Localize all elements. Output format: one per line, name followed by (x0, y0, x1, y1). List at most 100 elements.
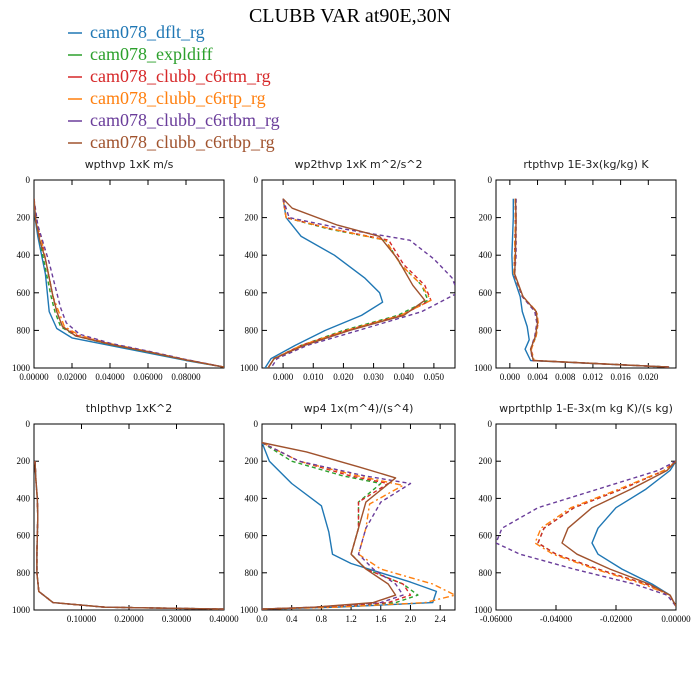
y-tick-label-2-5: 1000 (240, 363, 259, 373)
series-line-cam078_clubb_c6rtbp_rg (34, 198, 224, 368)
y-tick-label-5-1: 200 (245, 456, 259, 466)
x-tick-label-2-3: 0.030 (363, 372, 384, 382)
y-tick-label-6-5: 1000 (474, 605, 493, 615)
y-tick-label-2-4: 800 (245, 325, 259, 335)
series-line-cam078_clubb_c6rtbp_rg (514, 198, 670, 368)
x-tick-label-6-1: -0.04000 (540, 614, 573, 624)
x-tick-label-1-1: 0.02000 (57, 372, 87, 382)
series-line-cam078_clubb_c6rtbp_rg (561, 460, 676, 607)
plot-frame-6 (495, 423, 677, 611)
plot-frame-2 (261, 179, 456, 369)
y-tick-label-5-3: 600 (245, 531, 259, 541)
series-line-cam078_clubb_c6rtbm_rg (34, 461, 224, 610)
x-tick-label-2-0: 0.000 (273, 372, 294, 382)
series-group-3 (511, 198, 670, 368)
y-tick-label-1-5: 1000 (12, 363, 31, 373)
x-tick-label-5-5: 2.0 (405, 614, 417, 624)
panel-5: wp4 1x(m^4)/(s^4) 0.0 0.4 0.8 1.2 1.6 2.0 2.4 0 2… (240, 402, 456, 624)
series-line-cam078_clubb_c6rtbm_rg (34, 198, 224, 368)
series-group-1 (34, 198, 224, 368)
y-tick-label-3-5: 1000 (474, 363, 493, 373)
series-line-cam078_clubb_c6rtm_rg (34, 461, 224, 610)
y-tick-label-3-2: 400 (479, 250, 493, 260)
y-tick-label-6-1: 200 (479, 456, 493, 466)
series-line-cam078_clubb_c6rtm_rg (34, 198, 224, 368)
y-tick-label-4-1: 200 (17, 456, 31, 466)
y-tick-label-5-2: 400 (245, 493, 259, 503)
series-line-cam078_dflt_rg (262, 442, 438, 610)
series-line-cam078_clubb_c6rtp_rg (534, 460, 676, 607)
panel-title-5: wp4 1x(m^4)/(s^4) (304, 402, 414, 415)
series-line-cam078_clubb_c6rtp_rg (34, 198, 224, 368)
x-tick-label-5-3: 1.2 (345, 614, 356, 624)
y-tick-label-1-4: 800 (17, 325, 31, 335)
plot-frame-1 (33, 179, 225, 369)
x-tick-label-6-3: 0.00000 (661, 614, 691, 624)
series-line-cam078_clubb_c6rtbp_rg (34, 461, 224, 610)
y-tick-label-4-4: 800 (17, 568, 31, 578)
x-tick-label-4-3: 0.40000 (209, 614, 239, 624)
x-tick-label-3-2: 0.008 (555, 372, 576, 382)
series-group-4 (34, 461, 224, 610)
series-line-cam078_dflt_rg (34, 198, 224, 368)
y-tick-label-3-1: 200 (479, 213, 493, 223)
x-tick-label-5-4: 1.6 (375, 614, 387, 624)
legend-label-cam078_expldiff: cam078_expldiff (90, 44, 213, 64)
legend-label-cam078_clubb_c6rtbm_rg: cam078_clubb_c6rtbm_rg (90, 110, 280, 130)
series-line-cam078_expldiff (34, 461, 224, 610)
panels: wpthvp 1xK m/s0.00000 0.02000 0.04000 0.060… (12, 158, 691, 624)
x-tick-label-3-5: 0.020 (638, 372, 659, 382)
series-group-2 (264, 198, 455, 368)
panel-title-1: wpthvp 1xK m/s (85, 158, 174, 171)
y-tick-label-1-1: 200 (17, 213, 31, 223)
plot-frame-4 (33, 423, 225, 611)
y-tick-label-1-3: 600 (17, 288, 31, 298)
series-line-cam078_clubb_c6rtbp_rg (262, 441, 397, 610)
series-group-5 (262, 441, 455, 610)
x-tick-label-5-2: 0.8 (316, 614, 328, 624)
x-tick-label-6-0: -0.06000 (480, 614, 513, 624)
y-tick-label-4-2: 400 (17, 493, 31, 503)
x-tick-label-4-2: 0.30000 (162, 614, 192, 624)
series-line-cam078_clubb_c6rtm_rg (267, 198, 432, 368)
series-line-cam078_expldiff (34, 198, 224, 368)
y-tick-label-2-2: 400 (245, 250, 259, 260)
series-line-cam078_clubb_c6rtp_rg (34, 461, 224, 610)
legend-label-cam078_clubb_c6rtp_rg: cam078_clubb_c6rtp_rg (90, 88, 266, 108)
y-tick-label-2-0: 0 (254, 175, 259, 185)
y-tick-label-5-4: 800 (245, 568, 259, 578)
legend-label-cam078_dflt_rg: cam078_dflt_rg (90, 22, 205, 42)
panel-3: rtpthvp 1E-3x(kg/kg) K 0.000 0.004 0.008 0.0… (474, 158, 677, 382)
x-tick-label-2-4: 0.040 (394, 372, 415, 382)
y-tick-label-2-3: 600 (245, 288, 259, 298)
panel-2: wp2thvp 1xK m^2/s^2 0.000 0.010 0.020 0.030 0… (240, 158, 456, 382)
legend-label-cam078_clubb_c6rtm_rg: cam078_clubb_c6rtm_rg (90, 66, 271, 86)
y-tick-label-2-1: 200 (245, 213, 259, 223)
figure-title: CLUBB VAR at90E,30N (249, 5, 451, 27)
y-tick-label-4-0: 0 (26, 419, 31, 429)
y-tick-label-1-0: 0 (26, 175, 31, 185)
panel-1: wpthvp 1xK m/s 0.00000 0.02000 0.04000 0.060… (12, 158, 225, 382)
series-line-cam078_dflt_rg (511, 198, 670, 368)
y-tick-label-3-4: 800 (479, 325, 493, 335)
series-line-cam078_clubb_c6rtm_rg (513, 198, 670, 368)
series-line-cam078_clubb_c6rtp_rg (262, 441, 455, 610)
x-tick-label-1-3: 0.06000 (133, 372, 163, 382)
y-tick-label-6-3: 600 (479, 531, 493, 541)
series-line-cam078_expldiff (262, 442, 419, 610)
y-tick-label-4-5: 1000 (12, 605, 31, 615)
series-line-cam078_clubb_c6rtbp_rg (267, 198, 426, 368)
y-tick-label-5-0: 0 (254, 419, 259, 429)
x-tick-label-1-4: 0.08000 (171, 372, 201, 382)
y-tick-label-3-0: 0 (488, 175, 493, 185)
x-tick-label-2-5: 0.050 (424, 372, 445, 382)
x-tick-label-3-0: 0.000 (500, 372, 521, 382)
x-tick-label-3-4: 0.016 (610, 372, 631, 382)
panel-title-3: rtpthvp 1E-3x(kg/kg) K (523, 158, 649, 171)
y-tick-label-4-3: 600 (17, 531, 31, 541)
series-line-cam078_clubb_c6rtp_rg (267, 198, 432, 368)
panel-title-6: wprtpthlp 1-E-3x(m kg K)/(s kg) (499, 402, 673, 415)
y-tick-label-3-3: 600 (479, 288, 493, 298)
legend: cam078_dflt_rgcam078_expldiffcam078_club… (68, 22, 280, 152)
panel-title-2: wp2thvp 1xK m^2/s^2 (294, 158, 422, 171)
